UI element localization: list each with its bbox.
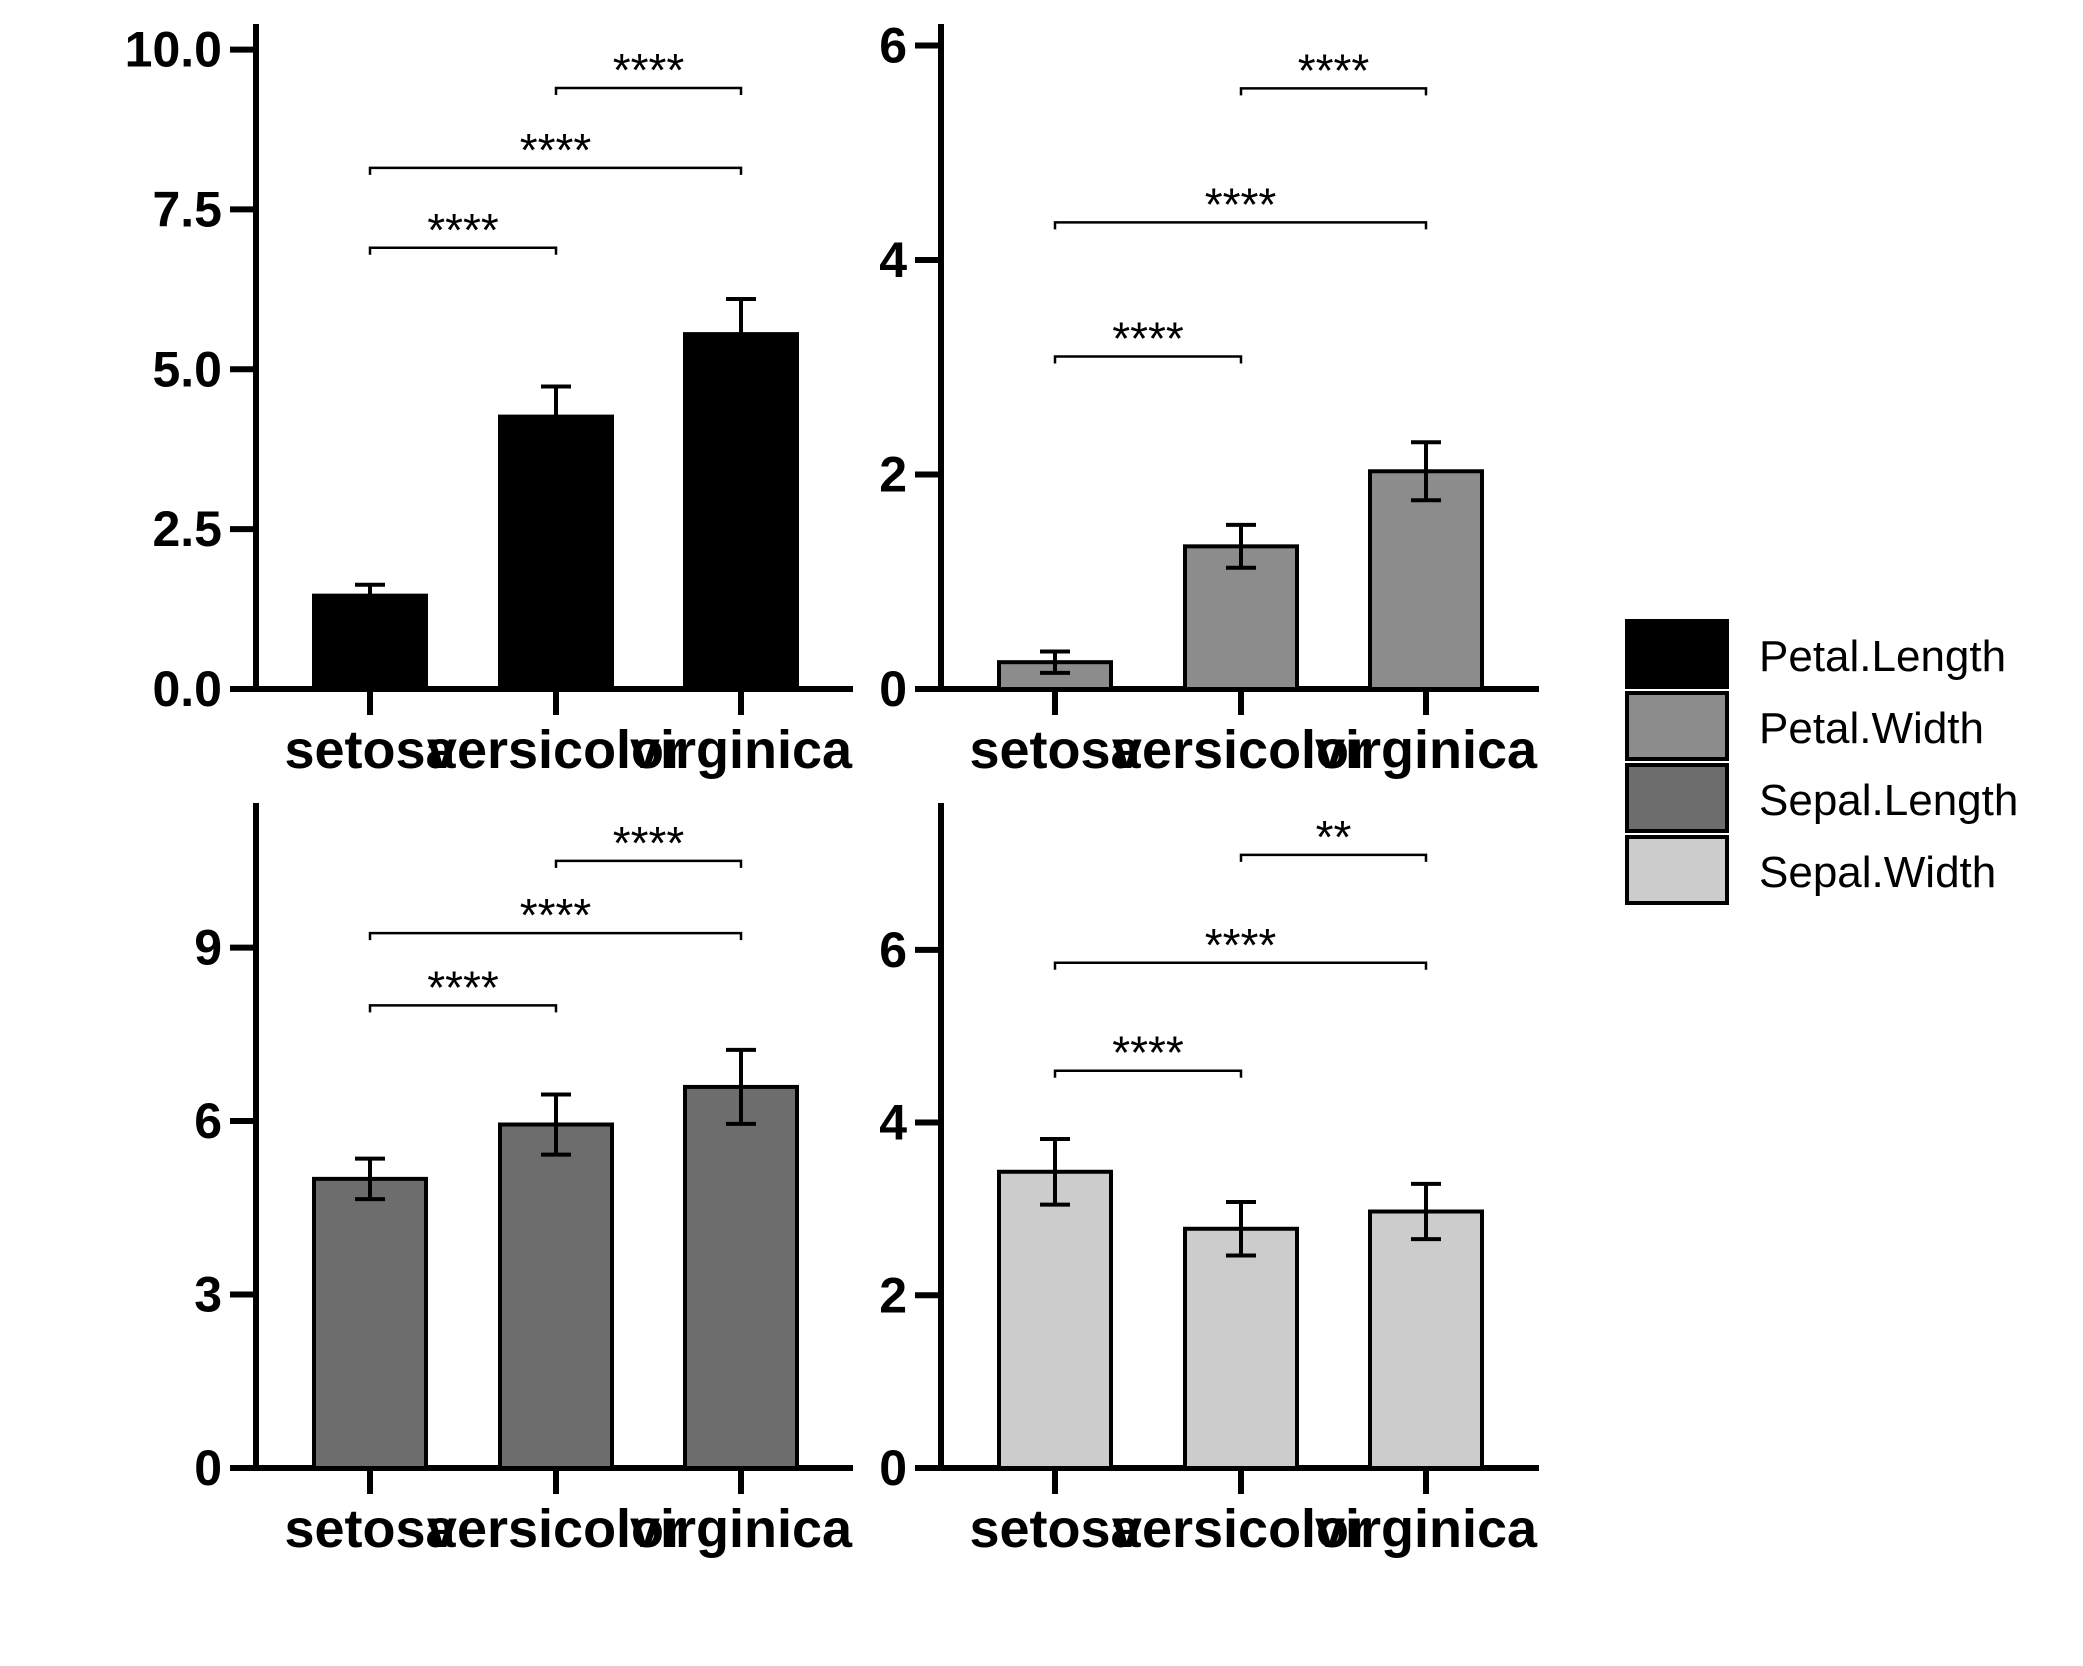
legend-swatch-2 [1625,763,1729,833]
x-tick-label: virginica [630,720,853,780]
y-tick-label: 4 [879,232,907,288]
bar [1368,469,1484,692]
significance-label: ** [1316,811,1352,863]
y-tick-label: 6 [194,1093,222,1149]
y-tick-label: 6 [879,17,907,73]
x-tick-label: versicolor [1112,720,1370,780]
legend-label-2: Sepal.Length [1759,776,2018,825]
y-tick-label: 4 [879,1095,907,1151]
x-tick-label: setosa [969,1499,1141,1559]
significance-label: **** [427,204,499,256]
bar [1368,1209,1484,1470]
significance-label: **** [1205,178,1277,230]
y-tick-label: 0 [194,1440,222,1496]
x-tick-label: setosa [284,1499,456,1559]
bar [683,1084,799,1471]
legend-swatch-1 [1625,691,1729,761]
y-tick-label: 9 [194,920,222,976]
y-tick-label: 0 [879,661,907,717]
significance-label: **** [1298,44,1370,96]
x-tick-label: virginica [1315,720,1538,780]
significance-bracket [1053,355,1243,364]
bar [498,414,614,691]
y-tick-label: 3 [194,1267,222,1323]
panel-petal-length: 0.0 2.5 5.0 7.5 10.0 setosaversicolorvirginic… [125,22,853,780]
significance-bracket [1239,853,1428,862]
bar [498,1122,614,1471]
x-tick-label: versicolor [1112,1499,1370,1559]
significance-bracket [554,86,743,95]
y-tick-label: 2 [879,446,907,502]
significance-bracket [368,1004,558,1013]
significance-label: **** [613,817,685,869]
x-tick-label: virginica [630,1499,853,1559]
y-tick-label: 2.5 [152,501,222,557]
bar [683,332,799,691]
significance-bracket [1053,221,1428,230]
significance-label: **** [427,961,499,1013]
y-tick-label: 10.0 [125,22,222,78]
significance-label: **** [1205,919,1277,971]
y-tick-label: 0 [879,1440,907,1496]
legend: Petal.Length Petal.Width Sepal.Length Se… [1625,619,2018,905]
y-tick-label: 0.0 [152,661,222,717]
legend-label-0: Petal.Length [1759,632,2006,681]
significance-bracket [368,246,558,255]
legend-label-1: Petal.Width [1759,704,1984,753]
significance-label: **** [1112,1027,1184,1079]
x-tick-label: setosa [969,720,1141,780]
significance-bracket [1239,87,1428,96]
x-tick-label: versicolor [427,1499,685,1559]
significance-bracket [1053,1069,1243,1078]
y-tick-label: 5.0 [152,341,222,397]
x-tick-label: virginica [1315,1499,1538,1559]
bar [997,1169,1113,1470]
x-tick-label: setosa [284,720,456,780]
significance-bracket [1053,961,1428,970]
significance-label: **** [613,44,685,96]
legend-swatch-0 [1625,619,1729,689]
x-tick-label: versicolor [427,720,685,780]
significance-label: **** [520,124,592,176]
significance-label: **** [520,889,592,941]
y-tick-label: 6 [879,922,907,978]
significance-bracket [368,166,743,175]
legend-label-3: Sepal.Width [1759,848,1996,897]
legend-swatch-3 [1625,835,1729,905]
y-tick-label: 7.5 [152,181,222,237]
bar [312,593,428,691]
significance-bracket [368,931,743,941]
y-tick-label: 2 [879,1267,907,1323]
bar [312,1176,428,1470]
significance-label: **** [1112,313,1184,365]
bar [1183,1226,1299,1470]
significance-bracket [554,859,743,868]
